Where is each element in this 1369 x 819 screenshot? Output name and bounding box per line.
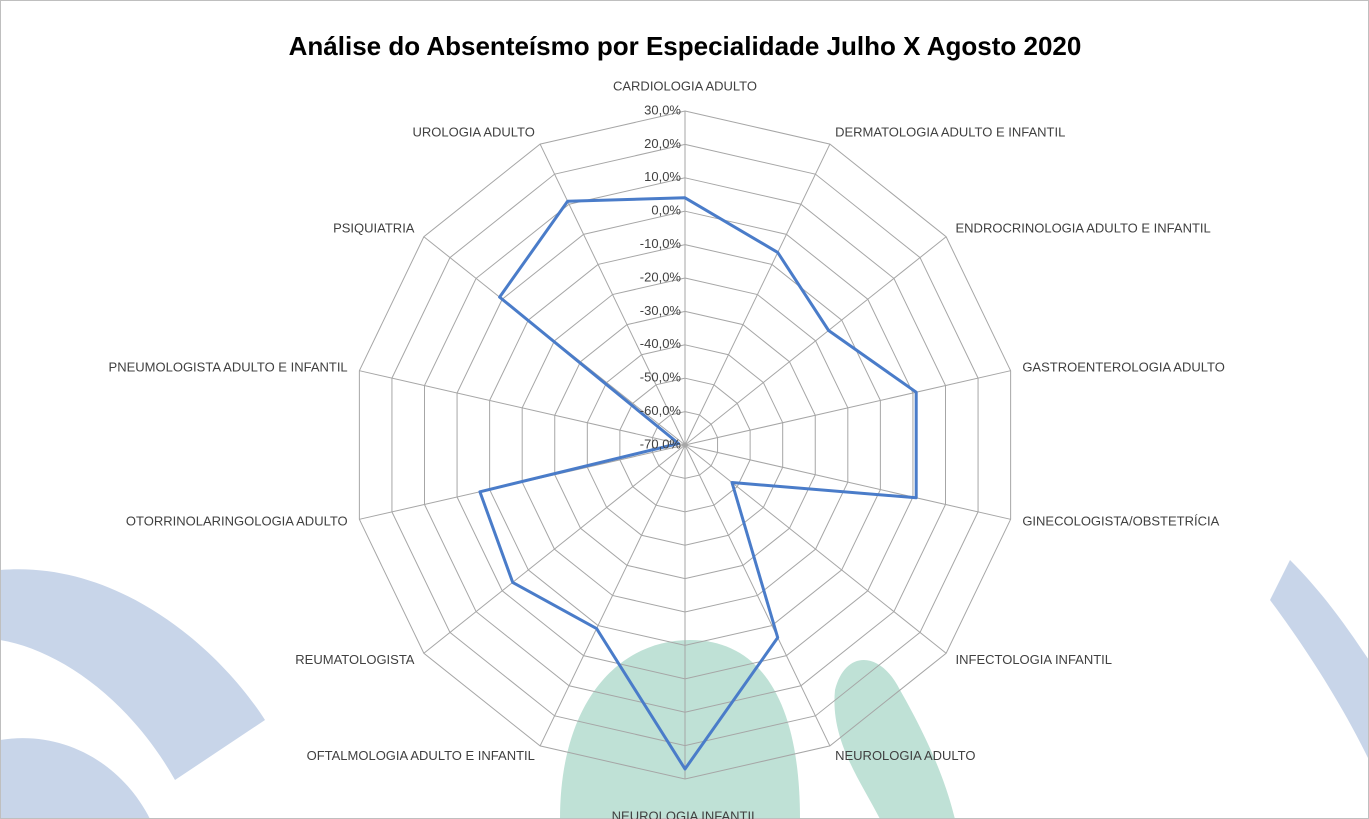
category-label: NEUROLOGIA ADULTO — [835, 748, 975, 763]
green-shape — [560, 640, 800, 819]
page: {"chart_data": {"type": "radar", "title"… — [0, 0, 1369, 819]
category-label: GINECOLOGISTA/OBSTETRÍCIA — [1022, 513, 1219, 528]
category-label: INFECTOLOGIA INFANTIL — [956, 652, 1113, 667]
category-label: REUMATOLOGISTA — [295, 652, 415, 667]
category-label: OFTALMOLOGIA ADULTO E INFANTIL — [307, 748, 535, 763]
r-tick-label: -10,0% — [640, 236, 682, 251]
r-tick-label: -40,0% — [640, 336, 682, 351]
r-tick-label: 0,0% — [651, 203, 681, 218]
category-label: UROLOGIA ADULTO — [413, 125, 535, 140]
green-shape — [834, 660, 955, 819]
chart: Análise do Absenteísmo por Especialidade… — [0, 0, 1369, 819]
r-tick-label: -50,0% — [640, 370, 682, 385]
r-tick-label: 20,0% — [644, 136, 681, 151]
r-tick-label: -70,0% — [640, 436, 682, 451]
spoke — [685, 237, 946, 445]
category-label: PNEUMOLOGISTA ADULTO E INFANTIL — [109, 359, 348, 374]
r-tick-label: 30,0% — [644, 102, 681, 117]
category-label: CARDIOLOGIA ADULTO — [613, 78, 757, 93]
spoke — [685, 445, 946, 653]
r-tick-label: -30,0% — [640, 303, 682, 318]
category-label: PSIQUIATRIA — [333, 221, 415, 236]
category-label: NEUROLOGIA INFANTIL — [612, 808, 759, 819]
category-label: OTORRINOLARINGOLOGIA ADULTO — [126, 513, 348, 528]
r-tick-label: 10,0% — [644, 169, 681, 184]
category-label: GASTROENTEROLOGIA ADULTO — [1022, 359, 1225, 374]
category-label: DERMATOLOGIA ADULTO E INFANTIL — [835, 125, 1065, 140]
category-label: ENDROCRINOLOGIA ADULTO E INFANTIL — [956, 221, 1211, 236]
spoke — [424, 445, 685, 653]
blue-swoosh — [0, 738, 150, 819]
blue-swoosh — [1270, 560, 1369, 760]
r-tick-label: -60,0% — [640, 403, 682, 418]
chart-title: Análise do Absenteísmo por Especialidade… — [289, 31, 1082, 61]
r-tick-label: -20,0% — [640, 269, 682, 284]
